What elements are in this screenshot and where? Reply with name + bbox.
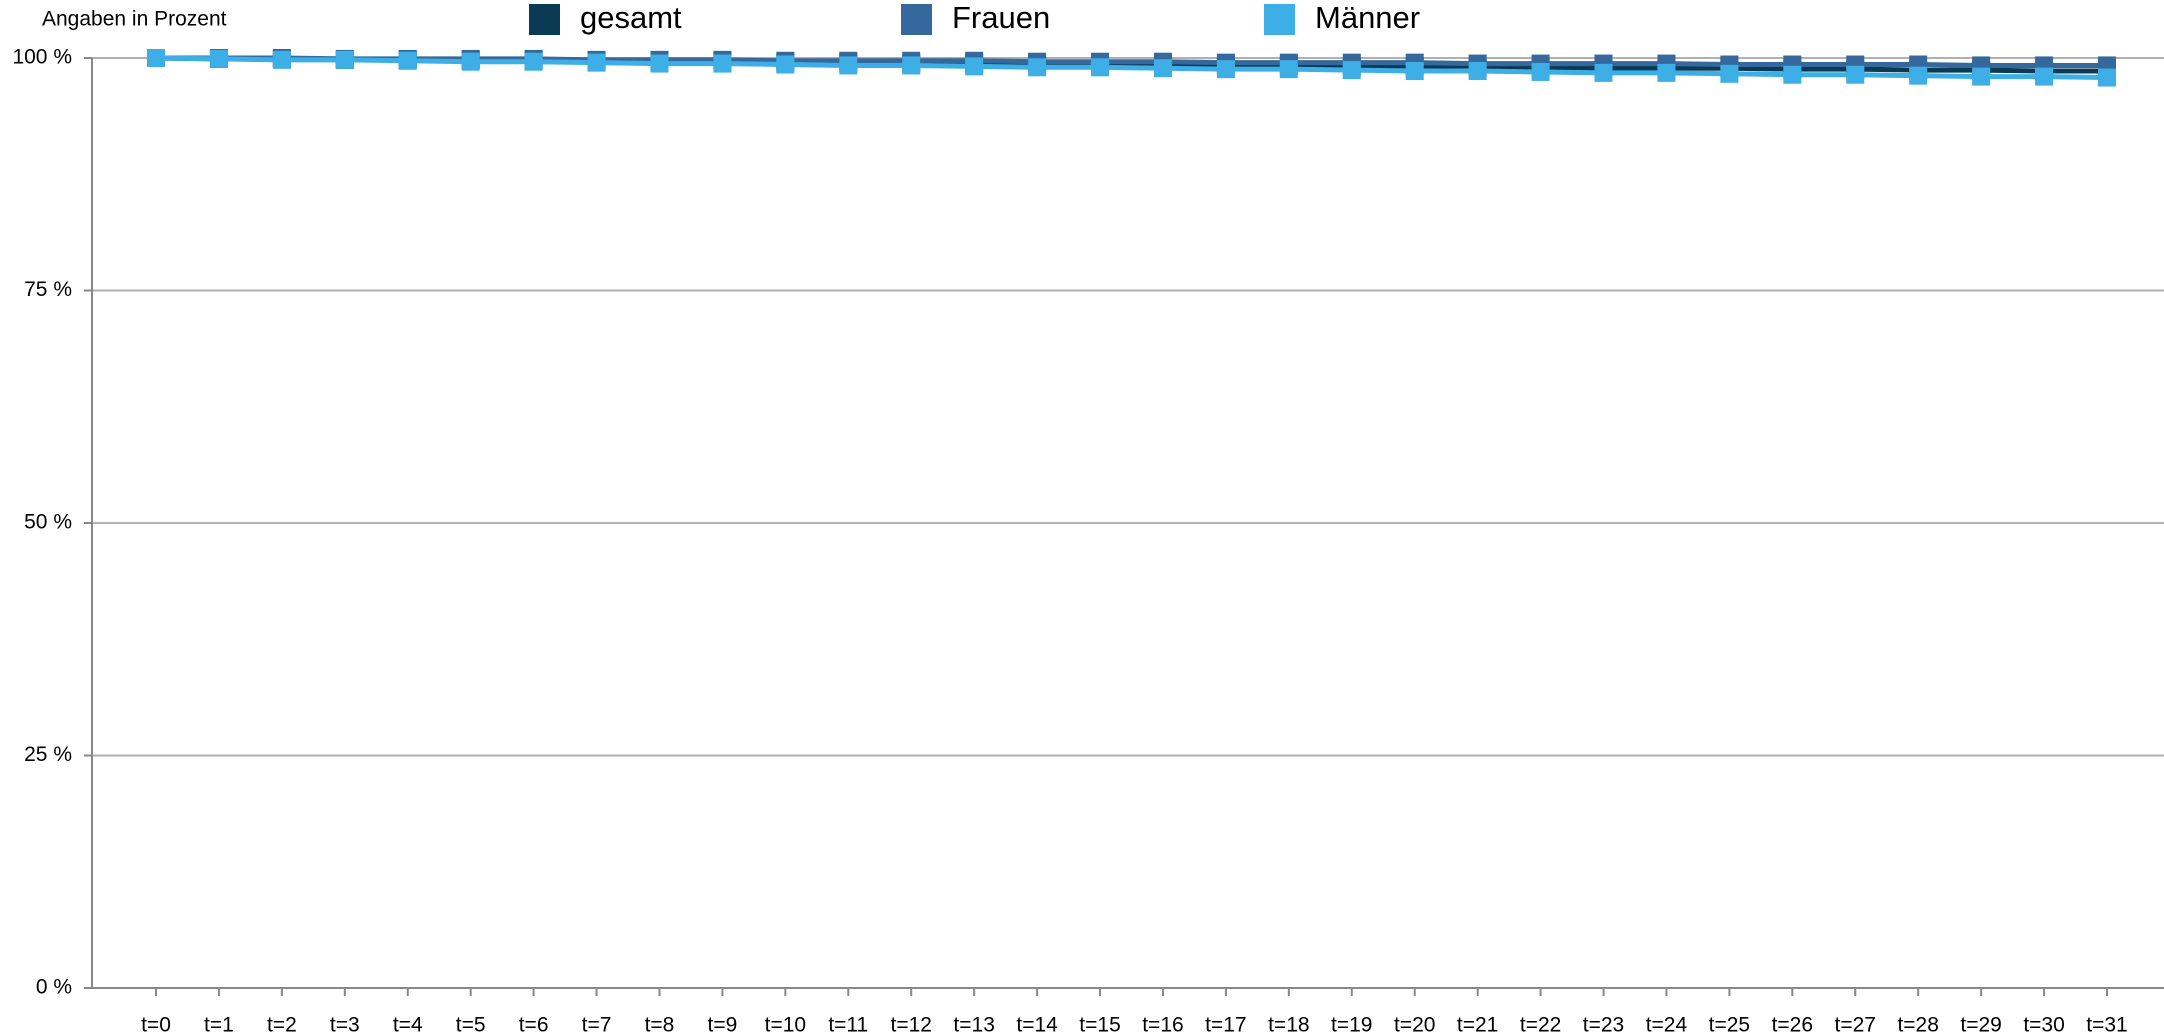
data-point [1846, 65, 1865, 84]
data-point [650, 54, 669, 73]
data-point [902, 56, 921, 75]
x-tick-label: t=12 [890, 1014, 931, 1036]
y-tick-label: 25 % [24, 743, 72, 766]
data-point [1216, 60, 1235, 79]
x-tick-label: t=17 [1205, 1014, 1246, 1036]
legend-label: Frauen [952, 0, 1050, 35]
data-point [1783, 65, 1802, 84]
data-point [1657, 63, 1676, 82]
x-tick-label: t=23 [1583, 1014, 1624, 1036]
y-tick-label: 0 % [36, 976, 72, 999]
x-tick-label: t=28 [1897, 1014, 1938, 1036]
data-point [147, 49, 165, 67]
legend-swatch [1264, 4, 1295, 35]
data-point [398, 51, 417, 70]
data-point [1531, 62, 1550, 81]
x-tick-label: t=29 [1960, 1014, 2001, 1036]
legend-label: gesamt [580, 0, 682, 35]
y-tick-label: 50 % [24, 511, 72, 534]
x-tick-label: t=24 [1646, 1014, 1688, 1036]
x-tick-label: t=5 [456, 1014, 486, 1036]
x-tick-label: t=11 [828, 1014, 868, 1036]
x-tick-label: t=16 [1142, 1014, 1183, 1036]
x-tick-label: t=10 [765, 1014, 806, 1036]
data-point [1279, 60, 1298, 79]
data-point [335, 50, 354, 69]
data-point [839, 56, 858, 75]
x-tick-label: t=14 [1016, 1014, 1058, 1036]
y-tick-label: 75 % [24, 278, 72, 301]
data-point [587, 53, 606, 72]
x-tick-label: t=26 [1772, 1014, 1813, 1036]
x-tick-label: t=27 [1835, 1014, 1876, 1036]
x-tick-label: t=3 [330, 1014, 360, 1036]
data-point [1091, 58, 1110, 77]
chart-title: Angaben in Prozent [42, 8, 227, 31]
data-point [2098, 68, 2116, 87]
data-point [2035, 67, 2054, 86]
legend-swatch [901, 4, 932, 35]
x-tick-label: t=6 [519, 1014, 549, 1036]
series-line [156, 55, 2107, 68]
series-line [155, 55, 2108, 81]
x-tick-label: t=0 [141, 1014, 171, 1036]
x-tick-label: t=2 [267, 1014, 297, 1036]
data-point [713, 54, 732, 73]
data-point [1468, 62, 1487, 81]
x-tick-label: t=9 [708, 1014, 738, 1036]
data-point [461, 52, 480, 71]
x-tick-label: t=13 [953, 1014, 994, 1036]
x-tick-label: t=21 [1457, 1014, 1498, 1036]
data-point [1972, 67, 1991, 86]
legend-swatch [529, 4, 560, 35]
x-tick-label: t=8 [645, 1014, 675, 1036]
data-point [1594, 63, 1613, 82]
data-point [524, 52, 543, 71]
x-tick-label: t=20 [1394, 1014, 1435, 1036]
data-point [1153, 59, 1172, 78]
x-tick-label: t=15 [1079, 1014, 1120, 1036]
x-tick-label: t=18 [1268, 1014, 1309, 1036]
data-point [1342, 61, 1361, 80]
x-tick-label: t=19 [1331, 1014, 1372, 1036]
y-tick-label: 100 % [12, 46, 72, 69]
data-point [1720, 64, 1739, 83]
data-point [272, 50, 291, 69]
x-tick-label: t=4 [393, 1014, 423, 1036]
data-point [1405, 62, 1424, 81]
x-tick-label: t=1 [204, 1014, 234, 1036]
data-point [209, 49, 228, 68]
data-point [1909, 66, 1928, 85]
x-tick-label: t=31 [2086, 1014, 2127, 1036]
x-tick-label: t=25 [1709, 1014, 1750, 1036]
legend-label: Männer [1315, 0, 1420, 35]
x-tick-label: t=30 [2023, 1014, 2064, 1036]
x-tick-label: t=22 [1520, 1014, 1561, 1036]
x-tick-label: t=7 [582, 1014, 612, 1036]
data-point [965, 57, 984, 76]
data-point [776, 55, 795, 74]
data-point [1028, 58, 1047, 77]
